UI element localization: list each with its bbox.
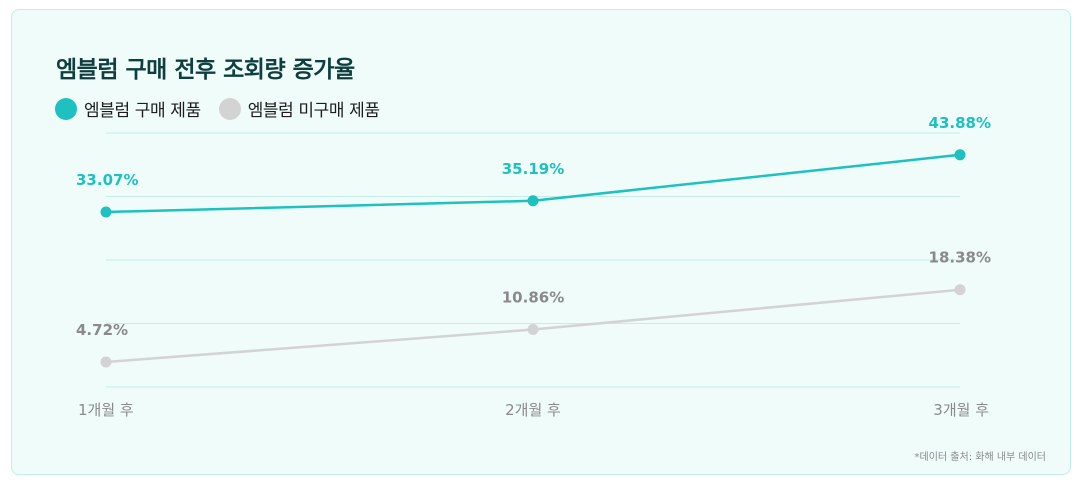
data-label-purchased: 43.88% — [929, 114, 991, 132]
data-point-purchased — [100, 206, 112, 218]
chart-card — [11, 9, 1071, 475]
data-label-not-purchased: 10.86% — [502, 289, 564, 307]
legend-label-purchased: 엠블럼 구매 제품 — [84, 101, 201, 121]
data-point-not-purchased — [100, 356, 112, 368]
chart-title: 엠블럼 구매 전후 조회량 증가율 — [56, 57, 355, 83]
x-tick-label: 3개월 후 — [933, 401, 989, 419]
data-labels: 4.72% 10.86% 18.38% 33.07% 35.19% 43.88% — [76, 114, 991, 339]
data-point-purchased — [527, 195, 539, 207]
data-label-not-purchased: 4.72% — [76, 321, 128, 339]
x-tick-label: 2개월 후 — [505, 401, 561, 419]
legend-label-not-purchased: 엠블럼 미구매 제품 — [247, 101, 380, 121]
legend-item-not-purchased: 엠블럼 미구매 제품 — [218, 96, 380, 121]
data-label-purchased: 35.19% — [502, 160, 564, 178]
legend: 엠블럼 구매 제품 엠블럼 미구매 제품 — [55, 96, 398, 121]
legend-marker-not-purchased — [218, 97, 241, 120]
legend-marker-purchased — [55, 97, 77, 120]
data-label-purchased: 33.07% — [76, 171, 138, 189]
legend-item-purchased: 엠블럼 구매 제품 — [55, 96, 201, 121]
data-point-not-purchased — [954, 284, 966, 296]
data-points — [100, 149, 966, 368]
data-label-not-purchased: 18.38% — [929, 249, 991, 267]
x-axis-labels: 1개월 후 2개월 후 3개월 후 — [78, 401, 989, 419]
data-point-not-purchased — [527, 324, 539, 336]
source-note: *데이터 출처: 화해 내부 데이터 — [914, 452, 1046, 463]
data-point-purchased — [954, 149, 966, 161]
x-tick-label: 1개월 후 — [78, 401, 134, 419]
